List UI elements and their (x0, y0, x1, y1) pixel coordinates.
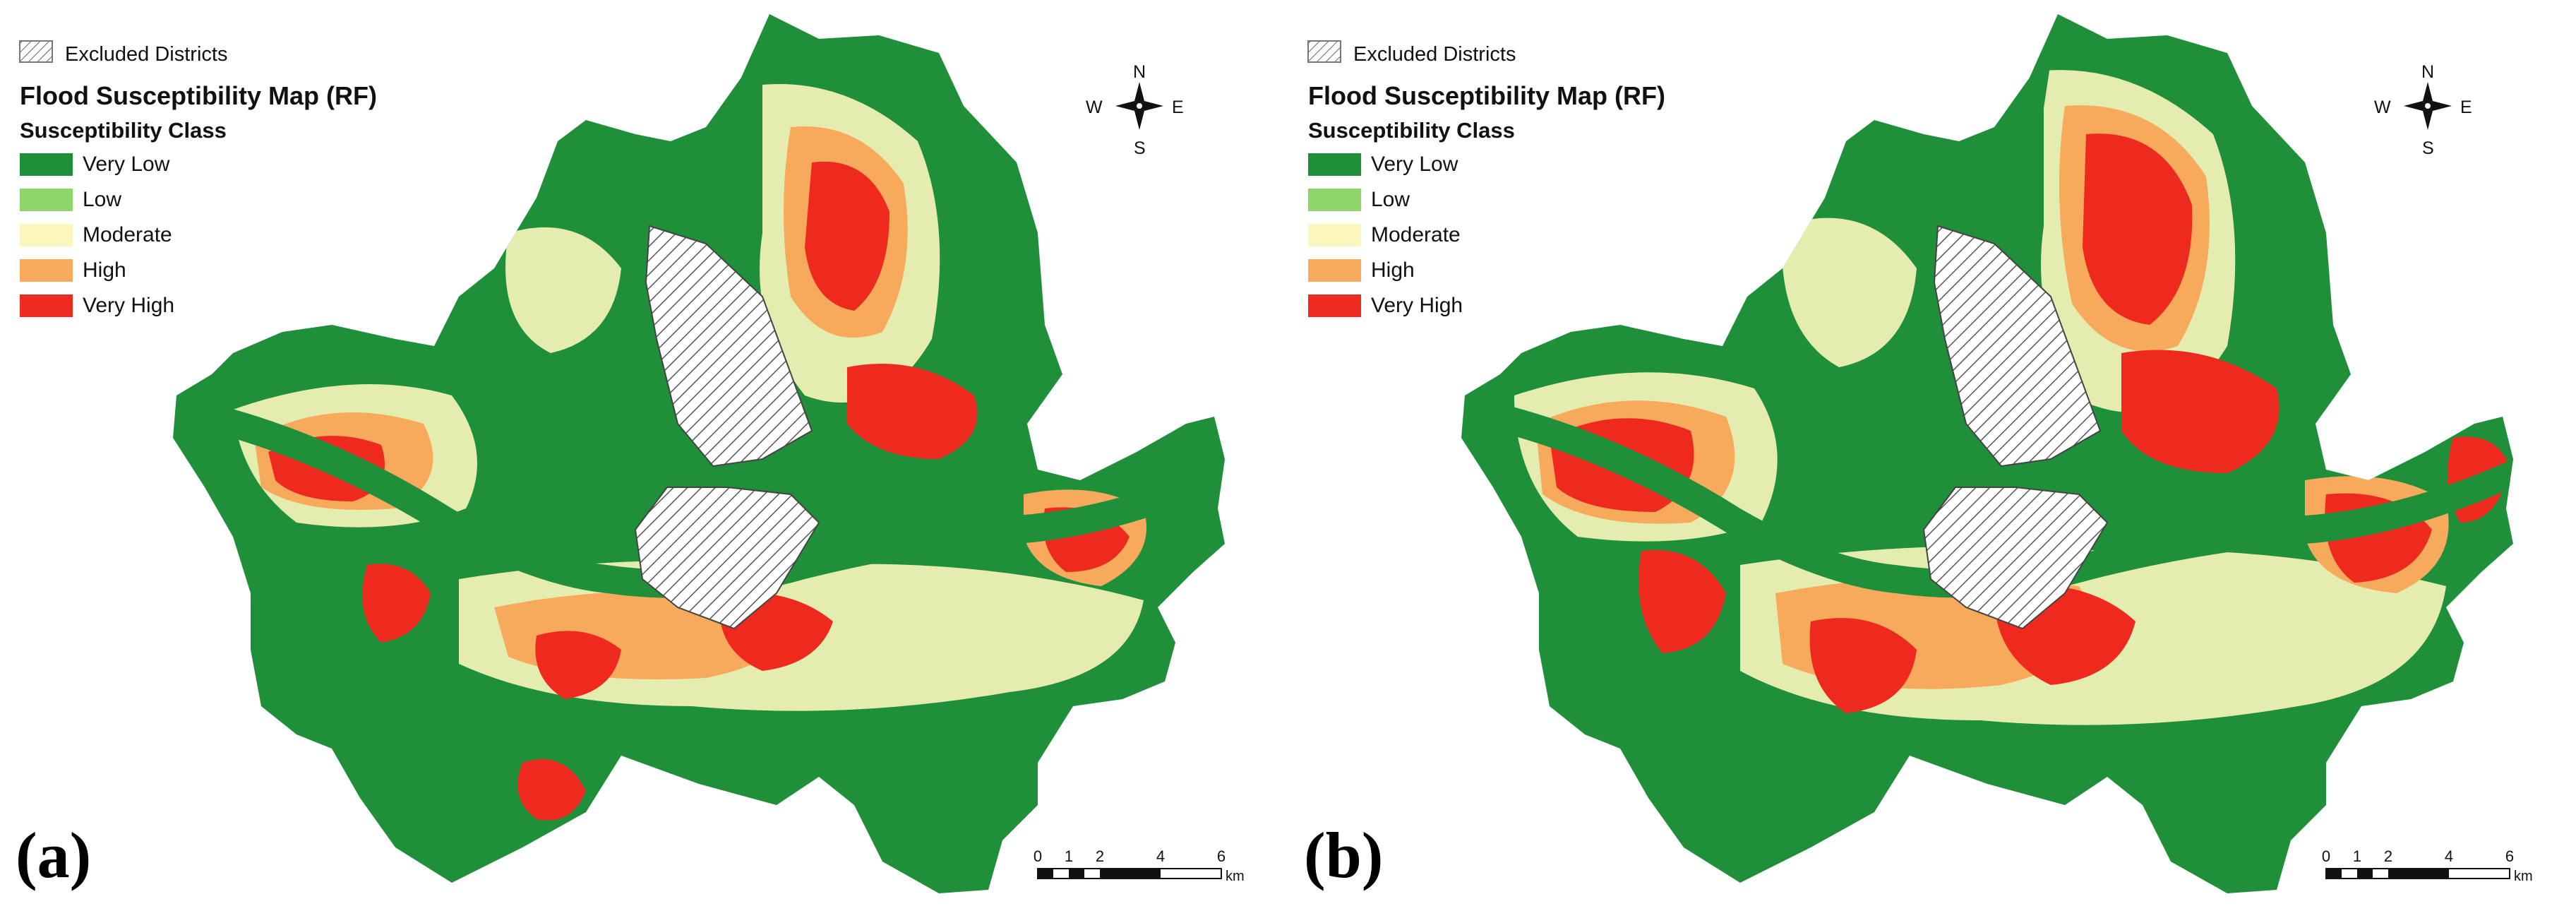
swatch-very-low (1308, 153, 1361, 176)
legend-b: Excluded Districts Flood Susceptibility … (1308, 37, 1665, 323)
excluded-legend-row: Excluded Districts (20, 37, 377, 72)
legend-class-moderate: Moderate (20, 218, 377, 253)
excluded-label: Excluded Districts (1353, 42, 1516, 66)
compass-n: N (1133, 62, 1146, 82)
compass-e: E (1172, 97, 1184, 117)
legend-class-very-low: Very Low (1308, 147, 1665, 182)
scale-tick-4: 4 (2444, 847, 2454, 865)
class-label: Moderate (83, 223, 172, 246)
class-label: Very High (83, 294, 175, 317)
scale-bar-labels-a: 0 1 2 4 6 km (1034, 847, 1245, 890)
excluded-district-north (1933, 225, 2102, 468)
legend-class-low: Low (20, 182, 377, 218)
scale-bar-a (1037, 868, 1222, 879)
scale-tick-0: 0 (2321, 847, 2331, 865)
legend-title: Flood Susceptibility Map (RF) (1308, 81, 1665, 110)
compass-e: E (2460, 97, 2472, 117)
legend-class-high: High (20, 253, 377, 288)
excluded-district-south (1922, 487, 2109, 630)
compass-rose-a (1115, 82, 1163, 130)
legend-a: Excluded Districts Flood Susceptibility … (20, 37, 377, 323)
class-label: High (1371, 258, 1415, 282)
compass-n: N (2421, 62, 2435, 82)
swatch-very-high (20, 294, 73, 317)
excluded-district-south (634, 487, 820, 630)
class-label: Very High (1371, 294, 1463, 317)
legend-title: Flood Susceptibility Map (RF) (20, 81, 377, 110)
compass-a: N S W E (1086, 62, 1184, 169)
swatch-low (20, 189, 73, 211)
legend-subtitle: Susceptibility Class (20, 118, 227, 143)
legend-class-high: High (1308, 253, 1665, 288)
compass-b: N S W E (2374, 62, 2472, 169)
swatch-low (1308, 189, 1361, 211)
swatch-very-low (20, 153, 73, 176)
compass-w: W (1086, 97, 1103, 117)
class-label: High (83, 258, 126, 282)
swatch-very-high (1308, 294, 1361, 317)
class-label: Low (83, 188, 122, 211)
hatch-swatch (1308, 42, 1343, 66)
flood-map-a (19, 14, 1225, 893)
scale-tick-1: 1 (2352, 847, 2362, 865)
swatch-high (1308, 259, 1361, 282)
scale-tick-6: 6 (2505, 847, 2515, 865)
compass-w: W (2374, 97, 2391, 117)
compass-s: S (1134, 138, 1146, 158)
scale-tick-2: 2 (1095, 847, 1105, 865)
swatch-moderate (1308, 224, 1361, 246)
scale-bar-b (2325, 868, 2510, 879)
legend-class-very-low: Very Low (20, 147, 377, 182)
hatch-swatch (20, 42, 55, 66)
compass-rose-b (2404, 82, 2452, 130)
scale-unit: km (1226, 869, 1245, 884)
scale-tick-2: 2 (2383, 847, 2393, 865)
panel-b: Excluded Districts Flood Susceptibility … (1288, 0, 2576, 923)
compass-s: S (2422, 138, 2434, 158)
swatch-moderate (20, 224, 73, 246)
class-label: Very Low (1371, 153, 1458, 176)
panel-label-a: (a) (16, 819, 92, 891)
scale-tick-1: 1 (1064, 847, 1074, 865)
scale-tick-4: 4 (1156, 847, 1166, 865)
scale-tick-0: 0 (1033, 847, 1043, 865)
flood-map-b (1307, 14, 2513, 893)
scale-tick-6: 6 (1216, 847, 1226, 865)
legend-class-very-high: Very High (20, 288, 377, 323)
legend-class-moderate: Moderate (1308, 218, 1665, 253)
class-label: Low (1371, 188, 1410, 211)
scale-bar-labels-b: 0 1 2 4 6 km (2322, 847, 2533, 890)
panel-label-b: (b) (1304, 819, 1384, 891)
legend-class-very-high: Very High (1308, 288, 1665, 323)
class-label: Very Low (83, 153, 170, 176)
class-label: Moderate (1371, 223, 1461, 246)
excluded-district-north (645, 225, 813, 468)
legend-subtitle: Susceptibility Class (1308, 118, 1515, 143)
swatch-high (20, 259, 73, 282)
panel-a: Excluded Districts Flood Susceptibility … (16, 14, 1245, 893)
excluded-label: Excluded Districts (65, 42, 228, 66)
scale-unit: km (2514, 869, 2533, 884)
excluded-legend-row: Excluded Districts (1308, 37, 1665, 72)
legend-class-low: Low (1308, 182, 1665, 218)
